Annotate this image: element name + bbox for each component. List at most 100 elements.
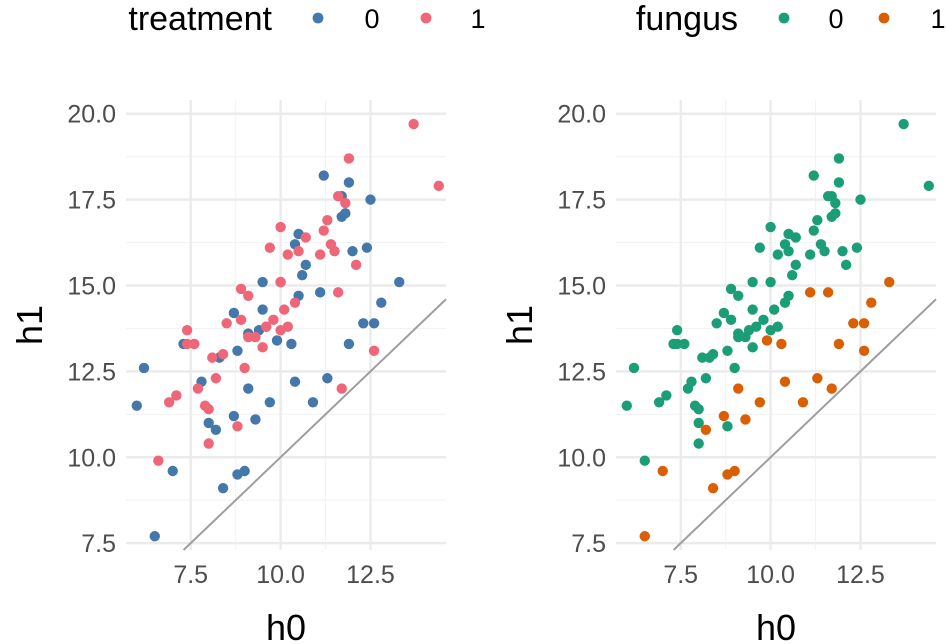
treatment-scatter-panel: 7.5 10.0 12.5 7.5 10.0 12.5 15.0 17.5 20.0 h0 h1 tr… xyxy=(9,0,486,644)
data-point-series-0 xyxy=(365,194,376,205)
data-point-series-0 xyxy=(693,438,704,449)
data-point-series-0 xyxy=(837,245,848,257)
data-point-series-1 xyxy=(332,287,344,298)
data-point-series-0 xyxy=(340,208,351,219)
data-point-series-0 xyxy=(693,417,704,429)
data-point-series-1 xyxy=(718,410,730,422)
data-point-series-1 xyxy=(733,383,744,394)
legend-title: fungus xyxy=(636,0,738,38)
y-tick-label: 15.0 xyxy=(557,272,606,300)
data-point-series-1 xyxy=(812,373,823,384)
data-point-series-0 xyxy=(343,177,355,188)
data-point-series-1 xyxy=(279,304,290,315)
data-point-series-1 xyxy=(203,438,214,449)
x-tick-label: 10.0 xyxy=(746,561,795,589)
data-point-series-0 xyxy=(751,321,762,332)
data-point-series-0 xyxy=(361,242,373,253)
data-point-series-1 xyxy=(250,331,261,343)
data-point-series-0 xyxy=(783,290,794,302)
data-point-series-0 xyxy=(697,352,708,363)
legend: treatment 0 1 xyxy=(128,0,485,38)
data-point-series-1 xyxy=(368,345,380,356)
data-point-series-0 xyxy=(693,403,704,415)
data-point-series-0 xyxy=(725,314,737,326)
data-point-series-1 xyxy=(343,153,355,164)
data-point-series-0 xyxy=(830,208,841,219)
data-point-series-1 xyxy=(314,249,326,260)
data-point-series-0 xyxy=(639,455,650,466)
data-point-series-0 xyxy=(232,345,243,356)
x-tick-label: 7.5 xyxy=(663,561,698,589)
data-point-series-1 xyxy=(181,338,193,350)
data-point-series-1 xyxy=(282,321,293,332)
legend-key-1 xyxy=(878,12,890,24)
data-point-series-1 xyxy=(217,348,229,360)
data-point-series-1 xyxy=(329,245,340,257)
data-point-series-1 xyxy=(797,397,809,408)
data-point-series-0 xyxy=(210,424,222,435)
data-point-series-1 xyxy=(210,373,222,384)
data-point-series-1 xyxy=(239,362,250,374)
data-point-series-0 xyxy=(758,314,769,326)
data-point-series-1 xyxy=(858,318,870,329)
data-point-series-1 xyxy=(804,287,816,298)
data-point-series-0 xyxy=(840,259,852,271)
data-point-series-0 xyxy=(765,221,776,233)
data-point-series-0 xyxy=(808,225,819,236)
data-point-series-1 xyxy=(340,197,351,209)
data-point-series-1 xyxy=(657,465,668,477)
data-point-series-1 xyxy=(275,221,286,233)
data-point-series-1 xyxy=(275,276,286,288)
data-point-series-0 xyxy=(812,215,823,226)
data-point-series-0 xyxy=(711,318,722,329)
data-point-series-1 xyxy=(221,318,232,329)
data-point-series-0 xyxy=(322,373,333,384)
data-point-series-1 xyxy=(264,242,276,253)
data-point-series-0 xyxy=(898,118,909,130)
x-tick-label: 12.5 xyxy=(836,561,885,589)
legend-key-0 xyxy=(312,12,324,24)
data-point-series-0 xyxy=(819,245,830,257)
data-point-series-1 xyxy=(848,318,859,329)
data-point-series-1 xyxy=(318,225,329,236)
x-axis-title: h0 xyxy=(756,607,796,644)
data-point-series-1 xyxy=(779,376,791,387)
data-point-series-1 xyxy=(268,314,279,326)
data-point-series-1 xyxy=(761,335,773,346)
x-tick-label: 12.5 xyxy=(346,561,395,589)
legend-label-1: 1 xyxy=(470,4,485,34)
data-point-series-1 xyxy=(884,276,895,288)
data-point-series-0 xyxy=(671,338,683,350)
data-point-series-1 xyxy=(189,338,200,350)
y-tick-label: 20.0 xyxy=(557,101,606,129)
data-point-series-1 xyxy=(729,465,740,477)
data-point-series-0 xyxy=(790,232,801,243)
data-point-series-0 xyxy=(358,318,369,329)
data-point-series-0 xyxy=(700,373,712,384)
data-point-series-0 xyxy=(167,465,178,477)
data-point-series-0 xyxy=(747,342,758,353)
data-point-series-0 xyxy=(923,180,935,192)
data-point-series-1 xyxy=(322,215,333,226)
legend-key-1 xyxy=(420,12,432,24)
data-point-series-1 xyxy=(822,287,834,298)
y-tick-label: 17.5 xyxy=(557,187,606,215)
legend-title: treatment xyxy=(128,0,272,38)
data-point-series-0 xyxy=(686,376,697,387)
data-point-series-1 xyxy=(700,424,712,435)
data-point-series-1 xyxy=(261,321,272,332)
x-axis-title: h0 xyxy=(266,607,306,644)
y-tick-label: 20.0 xyxy=(67,101,116,129)
data-point-series-0 xyxy=(790,259,801,271)
data-point-series-0 xyxy=(621,400,632,411)
data-point-series-0 xyxy=(296,269,308,281)
data-point-series-0 xyxy=(257,276,268,288)
data-point-series-0 xyxy=(217,482,229,494)
data-point-series-0 xyxy=(772,249,783,260)
data-point-series-1 xyxy=(171,390,182,401)
data-point-series-0 xyxy=(707,348,719,360)
reference-line xyxy=(672,298,937,551)
data-point-series-1 xyxy=(232,421,243,432)
data-point-series-0 xyxy=(394,276,405,288)
